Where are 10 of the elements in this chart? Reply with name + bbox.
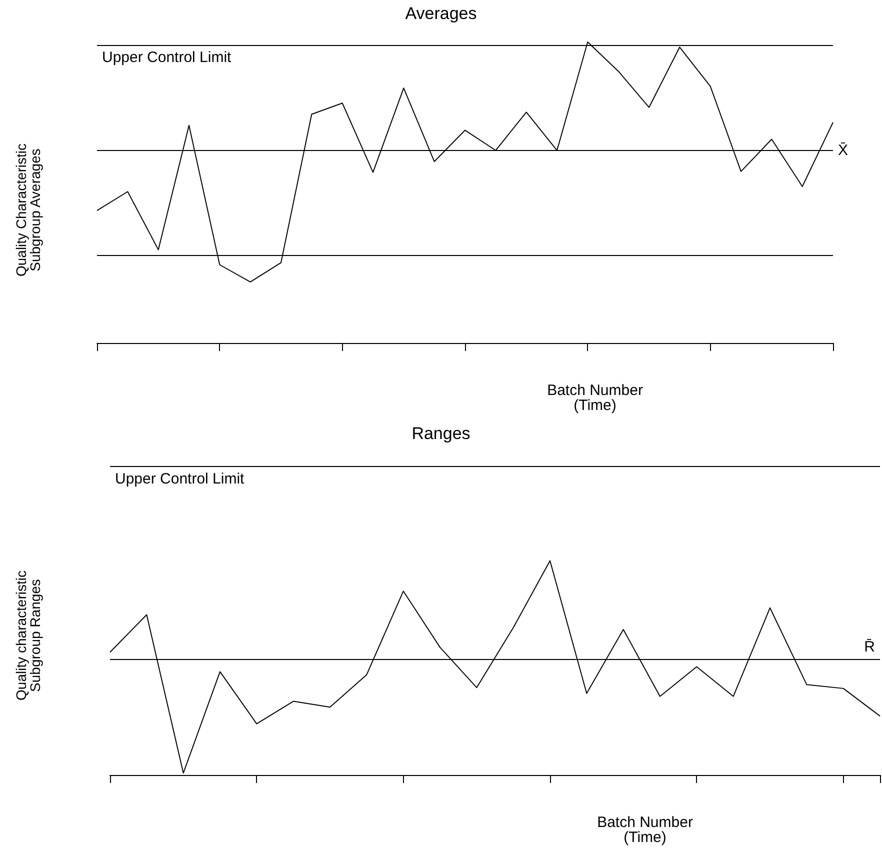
ref-line-label: R̄ (864, 638, 876, 656)
ref-line-label: Upper Control Limit (115, 470, 246, 488)
ref-line-label: Upper Control Limit (102, 49, 232, 66)
chart-title: Ranges (412, 424, 470, 443)
chart-title: Averages (405, 4, 477, 23)
x-axis-title: Batch Number (Time) (547, 382, 643, 414)
y-axis-title: Quality characteristic Subgroup Ranges (13, 570, 43, 700)
y-axis-title: Quality Characteristic Subgroup Averages (13, 143, 43, 277)
x-axis-title: Batch Number (Time) (597, 814, 693, 846)
ref-line-label: X̄ (838, 142, 848, 159)
